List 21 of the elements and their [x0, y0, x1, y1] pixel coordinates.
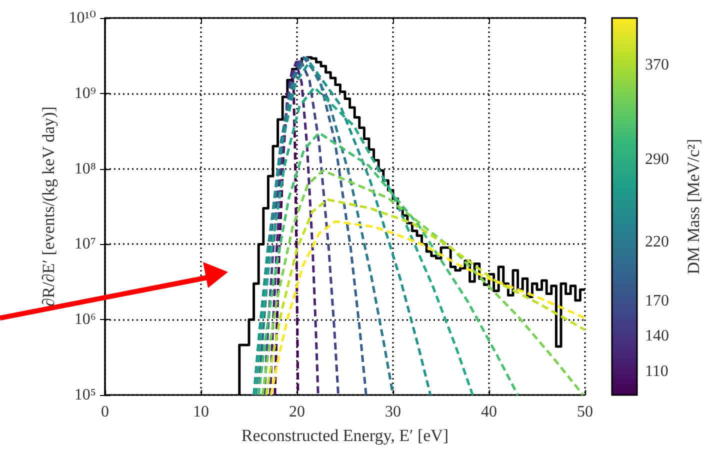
y-tick-label: 10⁹: [74, 84, 96, 102]
y-axis-title: ∂R/∂E′ [events/(kg keV day)]: [39, 106, 58, 307]
color-bar-label: 110: [645, 362, 668, 380]
y-tick-label: 10⁵: [74, 386, 96, 404]
color-bar-label: 140: [645, 328, 669, 345]
color-bar-label: 220: [645, 233, 669, 250]
y-tick-label: 10¹⁰: [68, 10, 96, 26]
x-axis-title: Reconstructed Energy, E′ [eV]: [241, 426, 449, 445]
x-tick-label: 20: [289, 404, 305, 420]
x-tick-label: 10: [193, 404, 209, 420]
y-tick-label: 10⁸: [74, 160, 96, 178]
y-tick-label: 10⁶: [74, 311, 96, 328]
x-tick-label: 30: [385, 404, 401, 420]
x-tick-label: 40: [481, 404, 497, 420]
x-tick-label: 0: [101, 404, 109, 420]
color-bar-label: 370: [645, 56, 669, 74]
y-tick-label: 10⁷: [74, 236, 96, 253]
color-bar-label: 290: [645, 150, 669, 168]
x-tick-label: 50: [577, 404, 593, 420]
color-bar-label: 170: [645, 292, 669, 310]
color-bar-title: DM Mass [MeV/c²]: [684, 138, 703, 274]
